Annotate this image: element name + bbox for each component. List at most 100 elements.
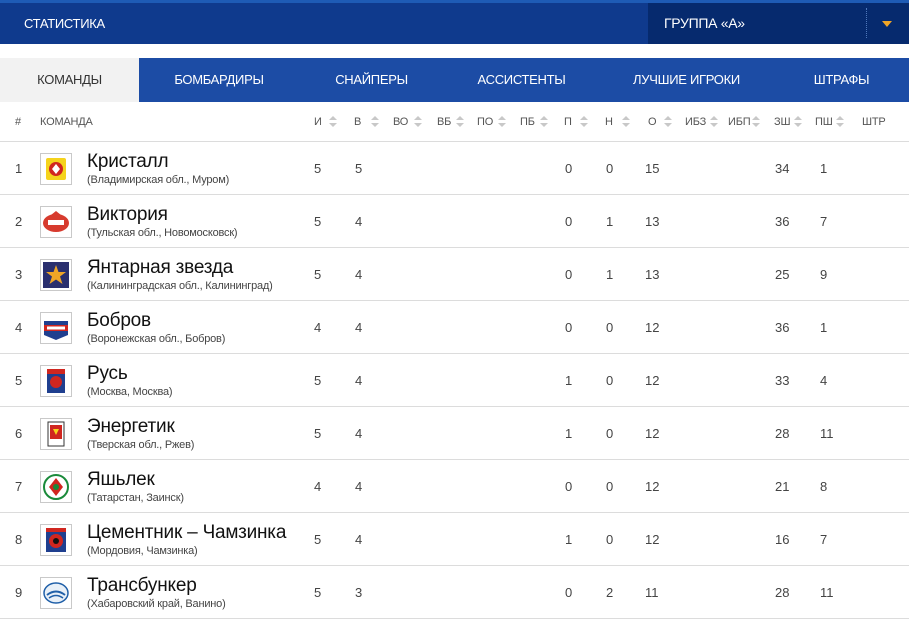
row-position: 9: [15, 585, 23, 600]
stat-n: 0: [606, 373, 614, 388]
stat-v: 4: [355, 532, 363, 547]
stat-v: 4: [355, 426, 363, 441]
col-header-o[interactable]: О: [648, 116, 657, 128]
col-header-psh[interactable]: ПШ: [815, 116, 833, 128]
group-select-divider: [866, 8, 867, 38]
table-row[interactable]: 6 Энергетик (Тверская обл., Ржев) 5 4 1 0 12 28 1…: [0, 407, 909, 460]
stat-o: 12: [645, 532, 660, 547]
sort-icon[interactable]: [664, 116, 672, 128]
col-header-ibz[interactable]: ИБЗ: [685, 116, 707, 128]
team-name[interactable]: Цементник – Чамзинка: [87, 522, 287, 543]
sort-icon[interactable]: [414, 116, 422, 128]
sort-icon[interactable]: [329, 116, 337, 128]
stat-i: 5: [314, 532, 322, 547]
tab-snipers[interactable]: СНАЙПЕРЫ: [335, 72, 408, 87]
col-header-vb[interactable]: ВБ: [437, 116, 452, 128]
sort-icon[interactable]: [752, 116, 760, 128]
table-row[interactable]: 9 Трансбункер (Хабаровский край, Ванино) 5 3…: [0, 566, 909, 619]
sort-icon[interactable]: [456, 116, 464, 128]
page-title: СТАТИСТИКА: [24, 16, 105, 31]
col-header-n[interactable]: Н: [605, 116, 613, 128]
team-name[interactable]: Бобров: [87, 310, 151, 331]
team-name[interactable]: Виктория: [87, 204, 168, 225]
tab-assistants[interactable]: АССИСТЕНТЫ: [477, 72, 566, 87]
table-row[interactable]: 3 Янтарная звезда (Калининградская обл., К…: [0, 248, 909, 301]
team-name[interactable]: Русь: [87, 363, 128, 384]
sort-icon[interactable]: [580, 116, 588, 128]
col-header-v[interactable]: В: [354, 116, 362, 128]
row-position: 1: [15, 161, 23, 176]
col-header-i[interactable]: И: [314, 116, 322, 128]
tab-penalties[interactable]: ШТРАФЫ: [813, 72, 870, 87]
team-name[interactable]: Кристалл: [87, 151, 169, 172]
col-header-po[interactable]: ПО: [477, 116, 494, 128]
stat-psh: 7: [820, 214, 828, 229]
team-name[interactable]: Яшьлек: [87, 469, 155, 490]
col-header-shtr[interactable]: ШТР: [862, 116, 886, 128]
stat-i: 5: [314, 373, 322, 388]
stat-zsh: 36: [775, 214, 790, 229]
row-position: 3: [15, 267, 23, 282]
table-row[interactable]: 5 Русь (Москва, Москва) 5 4 1 0 12 33 4: [0, 354, 909, 407]
stats-tabs: КОМАНДЫ БОМБАРДИРЫ СНАЙПЕРЫ АССИСТЕНТЫ Л…: [0, 58, 909, 102]
table-row[interactable]: 4 Бобров (Воронежская обл., Бобров) 4 4 0 0 12 3…: [0, 301, 909, 354]
stat-i: 5: [314, 267, 322, 282]
team-region: (Калининградская обл., Калининград): [87, 280, 273, 292]
stat-o: 11: [645, 585, 659, 600]
row-position: 7: [15, 479, 23, 494]
stat-psh: 4: [820, 373, 828, 388]
stat-p: 0: [565, 267, 573, 282]
stat-i: 5: [314, 426, 322, 441]
col-header-vo[interactable]: ВО: [393, 116, 409, 128]
transbunker-logo-icon: [40, 577, 72, 609]
stat-n: 2: [606, 585, 614, 600]
stat-zsh: 34: [775, 161, 790, 176]
sort-icon[interactable]: [540, 116, 548, 128]
stat-psh: 1: [820, 320, 828, 335]
team-region: (Хабаровский край, Ванино): [87, 598, 226, 610]
tab-scorers[interactable]: БОМБАРДИРЫ: [174, 72, 264, 87]
table-row[interactable]: 7 Яшьлек (Татарстан, Заинск) 4 4 0 0 12 21 8: [0, 460, 909, 513]
sort-icon[interactable]: [710, 116, 718, 128]
stat-i: 5: [314, 214, 322, 229]
stat-i: 4: [314, 320, 322, 335]
row-position: 4: [15, 320, 23, 335]
sort-icon[interactable]: [498, 116, 506, 128]
group-select-value: ГРУППА «А»: [664, 15, 745, 31]
stat-n: 0: [606, 161, 614, 176]
sort-icon[interactable]: [836, 116, 844, 128]
tab-teams[interactable]: КОМАНДЫ: [0, 58, 139, 102]
group-select[interactable]: ГРУППА «А»: [648, 3, 909, 44]
yashlek-logo-icon: [40, 471, 72, 503]
sort-icon[interactable]: [794, 116, 802, 128]
kristall-logo-icon: [40, 153, 72, 185]
col-header-ibp[interactable]: ИБП: [728, 116, 751, 128]
team-name[interactable]: Янтарная звезда: [87, 257, 234, 278]
col-header-p[interactable]: П: [564, 116, 572, 128]
stat-psh: 11: [820, 585, 834, 600]
stat-o: 15: [645, 161, 660, 176]
stat-o: 12: [645, 426, 660, 441]
team-region: (Владимирская обл., Муром): [87, 174, 230, 186]
table-row[interactable]: 2 Виктория (Тульская обл., Новомосковск) 5 4…: [0, 195, 909, 248]
stat-p: 0: [565, 214, 573, 229]
team-name[interactable]: Энергетик: [87, 416, 175, 437]
col-header-zsh[interactable]: ЗШ: [774, 116, 791, 128]
stat-n: 0: [606, 426, 614, 441]
stat-v: 4: [355, 479, 363, 494]
caret-down-icon[interactable]: [882, 21, 892, 27]
table-row[interactable]: 1 Кристалл (Владимирская обл., Муром) 5 5 0 0 1…: [0, 142, 909, 195]
team-name[interactable]: Трансбункер: [87, 575, 197, 596]
team-region: (Воронежская обл., Бобров): [87, 333, 226, 345]
table-row[interactable]: 8 Цементник – Чамзинка (Мордовия, Чамзинка…: [0, 513, 909, 566]
bobrov-logo-icon: [40, 312, 72, 344]
sort-icon[interactable]: [371, 116, 379, 128]
sort-icon[interactable]: [622, 116, 630, 128]
cementnik-logo-icon: [40, 524, 72, 556]
tab-best-players[interactable]: ЛУЧШИЕ ИГРОКИ: [633, 72, 740, 87]
stat-v: 4: [355, 214, 363, 229]
col-header-pb[interactable]: ПБ: [520, 116, 535, 128]
stat-n: 1: [606, 214, 614, 229]
row-position: 8: [15, 532, 23, 547]
stat-psh: 1: [820, 161, 828, 176]
